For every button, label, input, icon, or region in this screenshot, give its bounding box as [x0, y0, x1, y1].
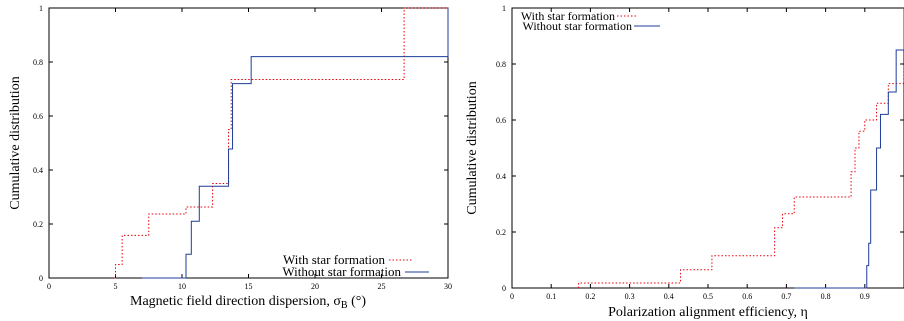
legend-label-with-sf: With star formation	[521, 9, 615, 23]
y-tick-label: 0.2	[496, 228, 506, 237]
x-axis-ticks: 0 5 10 15 20 25 30	[47, 8, 452, 291]
series-layer	[114, 7, 449, 279]
plot-frame	[511, 7, 904, 289]
series-layer	[578, 8, 904, 289]
series-line-without-star-formation	[142, 8, 449, 279]
y-axis-ticks: 0 0.2 0.4 0.6 0.8 1	[496, 4, 904, 293]
x-tick-label: 10	[178, 282, 186, 291]
chart-panel-magnetic-dispersion: 0 5 10 15 20 25 30 0 0.2 0.4 0.6 0.8 1 Magnetic fie…	[8, 4, 452, 311]
series-line-with-star-formation	[578, 64, 904, 288]
y-tick-label: 1	[39, 4, 43, 13]
legend: With star formation Without star formati…	[521, 9, 660, 33]
y-tick-label: 0.4	[496, 172, 506, 181]
y-tick-label: 1	[502, 4, 506, 13]
x-tick-label: 0	[510, 292, 514, 301]
y-tick-label: 0.4	[33, 166, 43, 175]
y-tick-label: 0.8	[496, 60, 506, 69]
legend-label-without-sf: Without star formation	[282, 264, 401, 279]
legend-label-with-sf: With star formation	[283, 252, 386, 267]
y-axis-label: Cumulative distribution	[465, 81, 480, 214]
series-line-without-star-formation	[794, 8, 904, 289]
legend-label-without-sf: Without star formation	[523, 19, 633, 33]
x-axis-label: Magnetic field direction dispersion, σB …	[130, 294, 366, 311]
x-tick-label: 0.9	[860, 292, 870, 301]
x-tick-label: 0.6	[742, 292, 752, 301]
x-tick-label: 25	[378, 282, 386, 291]
x-axis-ticks: 0 0.1 0.2 0.3 0.4 0.5 0.6 0.7 0.8 0.9	[510, 8, 870, 301]
y-tick-label: 0.6	[33, 112, 43, 121]
x-tick-label: 0.8	[821, 292, 831, 301]
x-axis-label: Polarization alignment efficiency, η	[608, 305, 808, 320]
x-tick-label: 20	[311, 282, 319, 291]
y-tick-label: 0.8	[33, 58, 43, 67]
x-tick-label: 0	[47, 282, 51, 291]
y-tick-label: 0.6	[496, 116, 506, 125]
plot-frame	[48, 7, 449, 279]
x-tick-label: 0.5	[703, 292, 713, 301]
series-line-with-star-formation	[114, 7, 448, 279]
x-tick-label: 15	[245, 282, 253, 291]
y-tick-label: 0.2	[33, 220, 43, 229]
y-tick-label: 0	[39, 274, 43, 283]
x-tick-label: 0.1	[546, 292, 556, 301]
legend: With star formation Without star formati…	[282, 252, 429, 279]
x-tick-label: 0.4	[664, 292, 674, 301]
x-tick-label: 0.3	[625, 292, 635, 301]
x-tick-label: 5	[114, 282, 118, 291]
y-tick-label: 0	[502, 284, 506, 293]
x-tick-label: 30	[444, 282, 452, 291]
x-tick-label: 0.7	[781, 292, 791, 301]
y-axis-label: Cumulative distribution	[8, 76, 23, 209]
chart-panel-polarization-efficiency: 0 0.1 0.2 0.3 0.4 0.5 0.6 0.7 0.8 0.9 00.20.40.60…	[465, 4, 904, 320]
x-tick-label: 0.2	[585, 292, 595, 301]
y-axis-ticks: 0 0.2 0.4 0.6 0.8 1	[33, 4, 448, 283]
